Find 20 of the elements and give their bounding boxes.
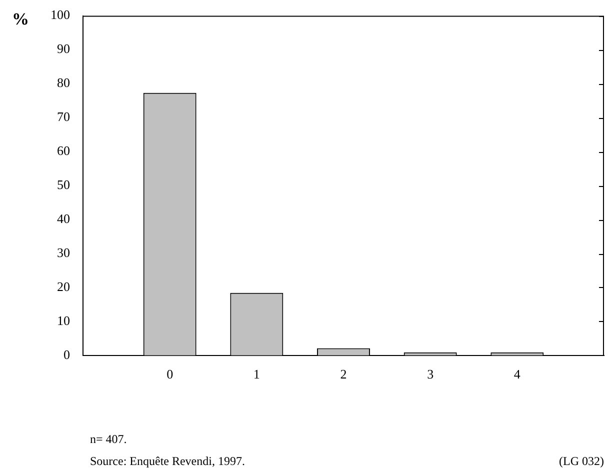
- y-tick-label: 70: [57, 109, 70, 124]
- y-tick-label: 40: [57, 210, 70, 226]
- y-axis-title: %: [12, 9, 29, 28]
- y-tick-label: 20: [57, 278, 70, 294]
- x-tick-label: 0: [166, 366, 174, 382]
- y-tick-label: 60: [57, 143, 70, 158]
- text: (LG 032): [559, 454, 604, 468]
- x-tick-label: 2: [340, 366, 347, 382]
- source-note: Source: Enquête Revendi, 1997.: [90, 454, 245, 468]
- y-tick-label: 90: [57, 41, 70, 56]
- x-tick-label: 4: [514, 366, 521, 382]
- x-tick-label: 3: [427, 366, 434, 382]
- y-tick-label: 10: [57, 312, 70, 328]
- text: n= 407.: [90, 432, 127, 446]
- x-tick-label: 1: [253, 366, 260, 382]
- y-tick-label: 30: [57, 244, 70, 260]
- y-tick-label: 0: [64, 346, 70, 362]
- y-tick-label: 100: [50, 7, 70, 22]
- y-tick-label: 80: [57, 75, 70, 90]
- y-tick-label: 50: [57, 177, 70, 192]
